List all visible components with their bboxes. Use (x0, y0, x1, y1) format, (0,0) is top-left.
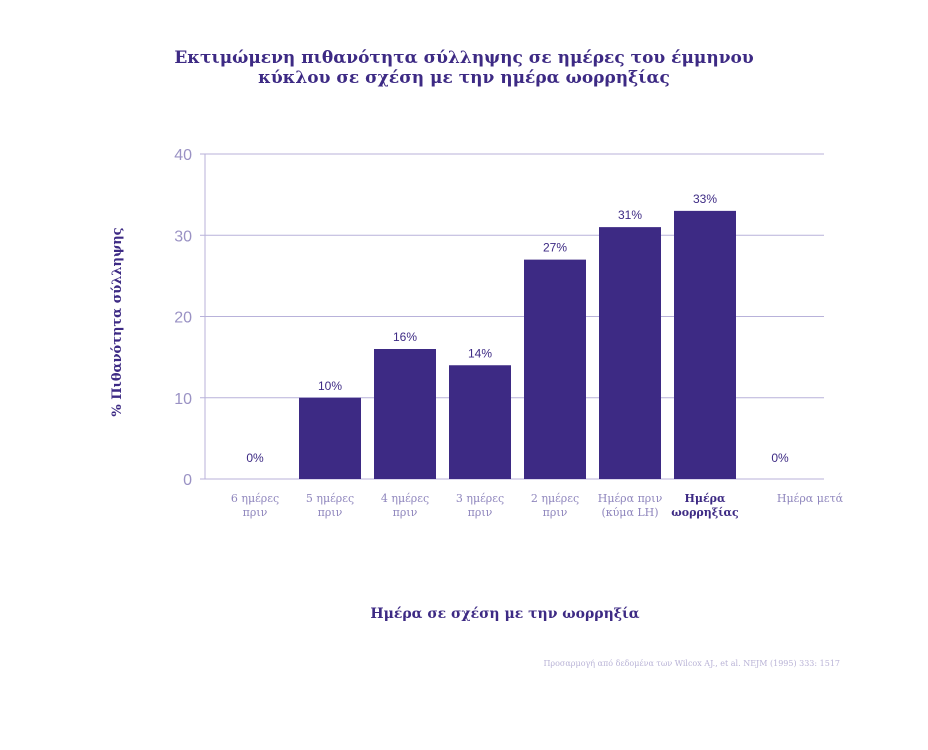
y-tick-label: 0 (183, 472, 192, 489)
data-label: 0% (246, 451, 264, 465)
y-tick-label: 30 (174, 228, 192, 245)
x-axis-label: Ημέρα σε σχέση με την ωορρηξία (370, 606, 640, 622)
data-label: 14% (468, 346, 492, 360)
x-tick-label: Ημέρα μετά (777, 492, 844, 505)
x-tick-label: 4 ημέρες (381, 492, 429, 505)
data-label: 31% (618, 208, 642, 222)
source-note: Προσαρμογή από δεδομένα των Wilcox AJ., … (543, 659, 840, 668)
data-label: 10% (318, 379, 342, 393)
y-tick-label: 40 (174, 147, 192, 164)
bar (674, 210, 736, 479)
x-tick-label: πριν (318, 506, 343, 519)
x-tick-label: πριν (543, 506, 568, 519)
x-tick-label: πριν (393, 506, 418, 519)
x-tick-label: πριν (243, 506, 268, 519)
data-label: 33% (693, 192, 717, 206)
bar (524, 259, 586, 479)
x-tick-label: 2 ημέρες (531, 492, 579, 505)
chart-title: Εκτιμώμενη πιθανότητα σύλληψης σε ημέρες… (0, 48, 928, 88)
bar (449, 365, 511, 479)
x-tick-label: ωορρηξίας (671, 506, 739, 519)
x-tick-label: 6 ημέρες (231, 492, 279, 505)
x-tick-label: (κύμα LH) (601, 506, 658, 519)
y-tick-label: 20 (174, 310, 192, 327)
data-labels: 0% 10% 16% 14% 27% 31% 33% 0% (246, 192, 789, 465)
data-label: 27% (543, 241, 567, 255)
bar (374, 349, 436, 479)
x-tick-label: 5 ημέρες (306, 492, 354, 505)
x-tick-label: Ημέρα πριν (598, 492, 663, 505)
chart-title-line-1: Εκτιμώμενη πιθανότητα σύλληψης σε ημέρες… (174, 48, 754, 68)
x-tick-label: Ημέρα (685, 492, 726, 505)
y-axis-label: % Πιθανότητα σύλληψης (110, 227, 125, 416)
bars (299, 210, 736, 479)
y-axis-ticks: 0 10 20 30 40 (174, 147, 192, 489)
x-tick-label: πριν (468, 506, 493, 519)
x-tick-label: 3 ημέρες (456, 492, 504, 505)
bar (599, 227, 661, 479)
chart-title-line-2: κύκλου σε σχέση με την ημέρα ωορρηξίας (258, 68, 670, 88)
data-label: 16% (393, 330, 417, 344)
data-label: 0% (771, 451, 789, 465)
y-tick-label: 10 (174, 391, 192, 408)
bar (299, 397, 361, 479)
